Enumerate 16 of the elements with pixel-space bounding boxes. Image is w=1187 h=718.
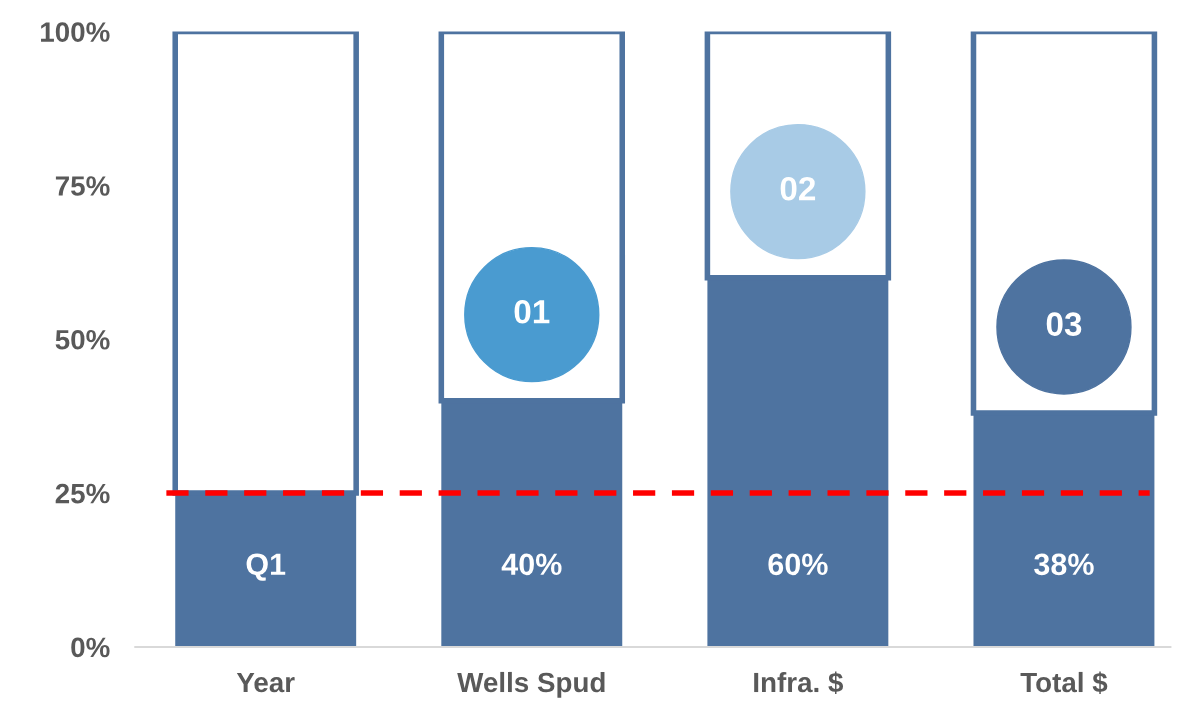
annotation: 01 (514, 299, 550, 324)
y-tick-label: 100% (41, 22, 110, 42)
y-tick-label: 50% (55, 329, 110, 350)
data-label: Q1 (246, 553, 286, 581)
data-label: 60% (768, 553, 828, 576)
x-tick-label: Infra. $ (754, 671, 844, 695)
x-tick-label: Wells Spud (457, 671, 605, 698)
x-tick-label: Total $ (1020, 671, 1108, 695)
y-tick-label: 0% (71, 637, 110, 658)
data-label: 38% (1034, 553, 1094, 576)
data-label: 40% (501, 553, 562, 576)
x-tick-label: Year (236, 672, 295, 693)
annotation: 02 (780, 176, 816, 201)
annotation: 03 (1046, 312, 1082, 336)
y-tick-label: 75% (55, 176, 110, 196)
y-tick-label: 25% (55, 483, 110, 504)
